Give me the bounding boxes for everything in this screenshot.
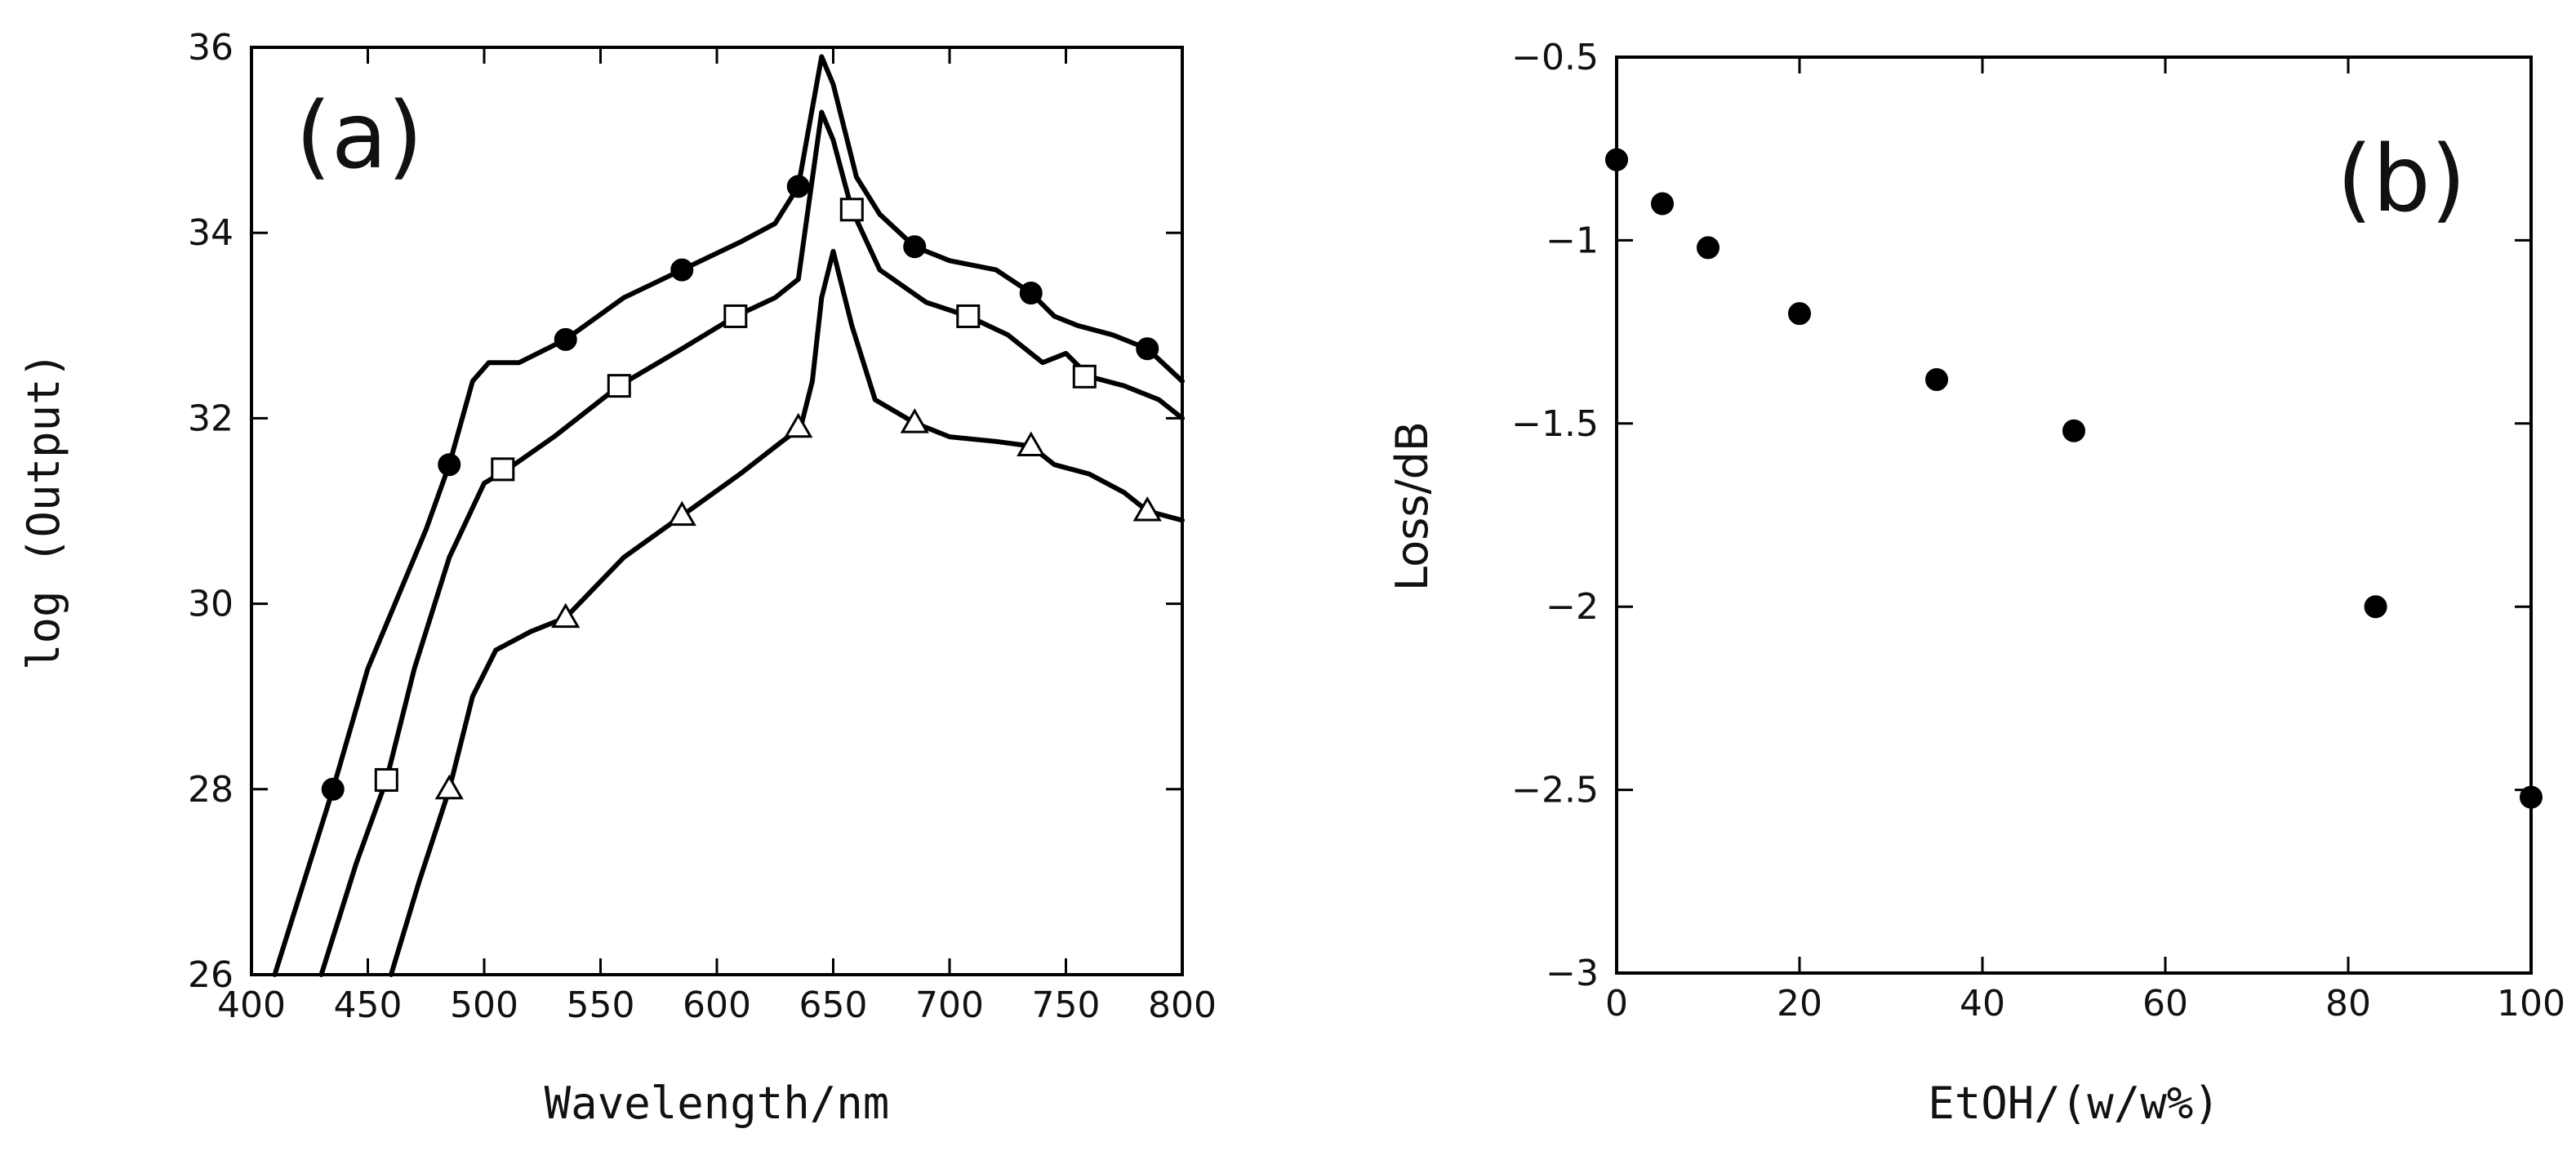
panel-a-series-2-point [607,374,631,398]
panel-a-ticks: 400 450 500 550 600 650 700 750 800 26 28 30 32 34 36 [188,27,1217,1026]
panel-b-plot-frame [1615,56,2533,975]
panel-b-x-axis-label: EtOH/(w/w%) [1928,1078,2220,1129]
panel-a-series [272,54,1185,977]
panel-a-series-2-point [956,304,981,328]
panel-a-series-line-1 [272,54,1185,977]
panel-a-series-2-point [839,198,864,222]
panel-b-data-point [1651,192,1674,216]
panel-b-data-point [2062,419,2085,442]
panel-a-series-line-3 [389,248,1185,977]
panel-b-ethanol-loss-chart: 0 20 40 60 80 100 −3 −2.5 −2 −1.5 −1 −0.5 (b) EtOH/… [1386,37,2565,1129]
panel-a-series-3-point [900,408,929,433]
panel-a-series-1-point [903,235,927,259]
panel-a-series-1-point [786,175,810,198]
panel-b-x-tick-label: 0 [1605,983,1628,1024]
panel-a-label: (a) [296,83,423,189]
panel-b-x-tick-label: 100 [2497,983,2565,1024]
panel-a-y-tick-label: 30 [188,584,234,625]
panel-b-x-tick-label: 80 [2325,983,2371,1024]
panel-a-x-tick-label: 750 [1032,984,1101,1026]
panel-a-y-tick-label: 26 [188,954,234,996]
panel-b-data-point [1925,367,1948,391]
panel-a-x-tick-label: 450 [334,984,403,1026]
panel-a-series-2-point [1072,364,1097,389]
panel-a-series-1-point [670,258,694,282]
panel-b-x-tick-label: 60 [2142,983,2188,1024]
panel-b-data-point [1605,148,1628,171]
panel-a-x-tick-label: 650 [799,984,868,1026]
panel-b-y-tick-label: −2 [1546,586,1599,628]
panel-a-series-3-point [1132,496,1162,522]
panel-a-series-2-point [723,304,748,328]
panel-b-x-tick-label: 20 [1777,983,1822,1024]
panel-a-x-tick-label: 700 [915,984,984,1026]
panel-a-series-1-point [1019,282,1043,305]
panel-b-x-tick-label: 40 [1960,983,2005,1024]
panel-a-series-2-point [491,457,515,482]
panel-a-y-axis-label: log (Output) [18,352,69,670]
panel-b-y-tick-label: −0.5 [1511,37,1599,78]
panel-a-series-1-point [1136,337,1159,361]
panel-b-label: (b) [2337,127,2466,233]
panel-a-x-tick-label: 550 [567,984,635,1026]
panel-b-y-axis-label: Loss/dB [1386,421,1438,591]
panel-a-x-axis-label: Wavelength/nm [545,1078,890,1129]
panel-a-series-2-point [374,767,398,792]
panel-a-x-tick-label: 600 [683,984,751,1026]
panel-a-x-tick-label: 500 [450,984,518,1026]
panel-b-data-point [1697,236,1720,260]
panel-b-y-tick-label: −1 [1546,220,1599,261]
panel-a-series-3-point [667,500,696,527]
panel-a-series-3-point [434,774,464,800]
panel-b-data-point [1788,302,1811,326]
panel-b-data-point [2520,785,2543,809]
panel-a-series-1-point [554,327,577,351]
panel-b-series [1605,148,2543,809]
panel-a-x-tick-label: 400 [217,984,286,1026]
panel-a-series-line-2 [318,109,1185,977]
panel-a-x-tick-label: 800 [1148,984,1217,1026]
panel-b-y-tick-label: −3 [1546,953,1599,994]
panel-a-y-tick-label: 34 [188,212,234,254]
panel-a-series-1-point [438,453,461,477]
panel-b-y-tick-label: −1.5 [1511,403,1599,445]
panel-b-ticks: 0 20 40 60 80 100 −3 −2.5 −2 −1.5 −1 −0.5 [1511,37,2565,1024]
panel-a-series-3-point [551,602,581,629]
panel-a-series-1-point [321,777,345,801]
panel-a-y-tick-label: 36 [188,27,234,69]
panel-a-wavelength-chart: 400 450 500 550 600 650 700 750 800262830323436 … [18,27,1217,1129]
panel-b-y-tick-label: −2.5 [1511,770,1599,811]
panel-a-y-tick-label: 32 [188,398,234,439]
panel-b-data-point [2364,595,2387,619]
panel-a-series-3-point [1017,431,1046,456]
panel-a-series-3-point [784,412,813,438]
panel-a-y-tick-label: 28 [188,769,234,811]
